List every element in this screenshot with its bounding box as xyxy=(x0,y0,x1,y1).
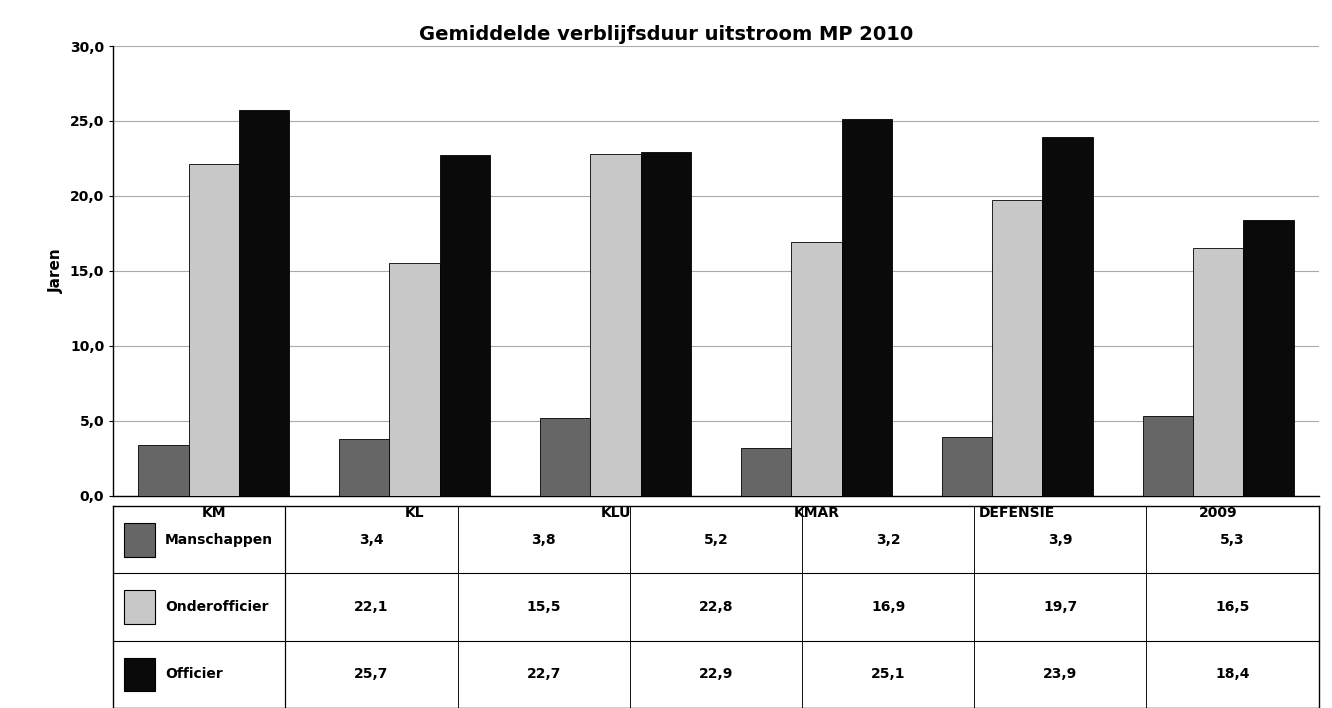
Bar xyxy=(1243,220,1293,496)
Text: 25,1: 25,1 xyxy=(871,668,906,681)
Text: 3,2: 3,2 xyxy=(876,533,900,547)
Y-axis label: Jaren: Jaren xyxy=(49,249,64,293)
Text: 22,9: 22,9 xyxy=(699,668,733,681)
Bar xyxy=(992,200,1043,496)
Text: Officier: Officier xyxy=(165,668,222,681)
Text: 16,9: 16,9 xyxy=(871,600,906,614)
Text: 19,7: 19,7 xyxy=(1043,600,1078,614)
Bar xyxy=(139,445,189,496)
Bar xyxy=(1043,137,1092,496)
Text: 5,3: 5,3 xyxy=(1220,533,1245,547)
Bar xyxy=(741,447,791,496)
Bar xyxy=(791,242,842,496)
Text: 22,7: 22,7 xyxy=(526,668,561,681)
Text: 5,2: 5,2 xyxy=(703,533,729,547)
Bar xyxy=(842,120,891,496)
Text: 3,4: 3,4 xyxy=(360,533,384,547)
Text: 23,9: 23,9 xyxy=(1043,668,1078,681)
Text: 15,5: 15,5 xyxy=(526,600,561,614)
Bar xyxy=(942,437,992,496)
Text: 18,4: 18,4 xyxy=(1215,668,1249,681)
Bar xyxy=(541,418,590,496)
Text: 22,8: 22,8 xyxy=(699,600,733,614)
Bar xyxy=(238,110,289,496)
Text: 3,8: 3,8 xyxy=(531,533,555,547)
Bar xyxy=(440,156,490,496)
Text: 3,9: 3,9 xyxy=(1048,533,1072,547)
Text: Gemiddelde verblijfsduur uitstroom MP 2010: Gemiddelde verblijfsduur uitstroom MP 20… xyxy=(418,25,914,44)
Text: Manschappen: Manschappen xyxy=(165,533,273,547)
Bar xyxy=(340,439,389,496)
Text: 22,1: 22,1 xyxy=(354,600,389,614)
Text: 25,7: 25,7 xyxy=(354,668,389,681)
Bar xyxy=(1193,249,1243,496)
Bar xyxy=(590,154,641,496)
Bar xyxy=(124,523,155,556)
Text: 16,5: 16,5 xyxy=(1215,600,1249,614)
Bar xyxy=(389,263,440,496)
Bar xyxy=(189,164,238,496)
Bar xyxy=(124,590,155,624)
Bar xyxy=(641,152,691,496)
Bar xyxy=(124,658,155,691)
Text: Onderofficier: Onderofficier xyxy=(165,600,268,614)
Bar xyxy=(1143,416,1193,496)
